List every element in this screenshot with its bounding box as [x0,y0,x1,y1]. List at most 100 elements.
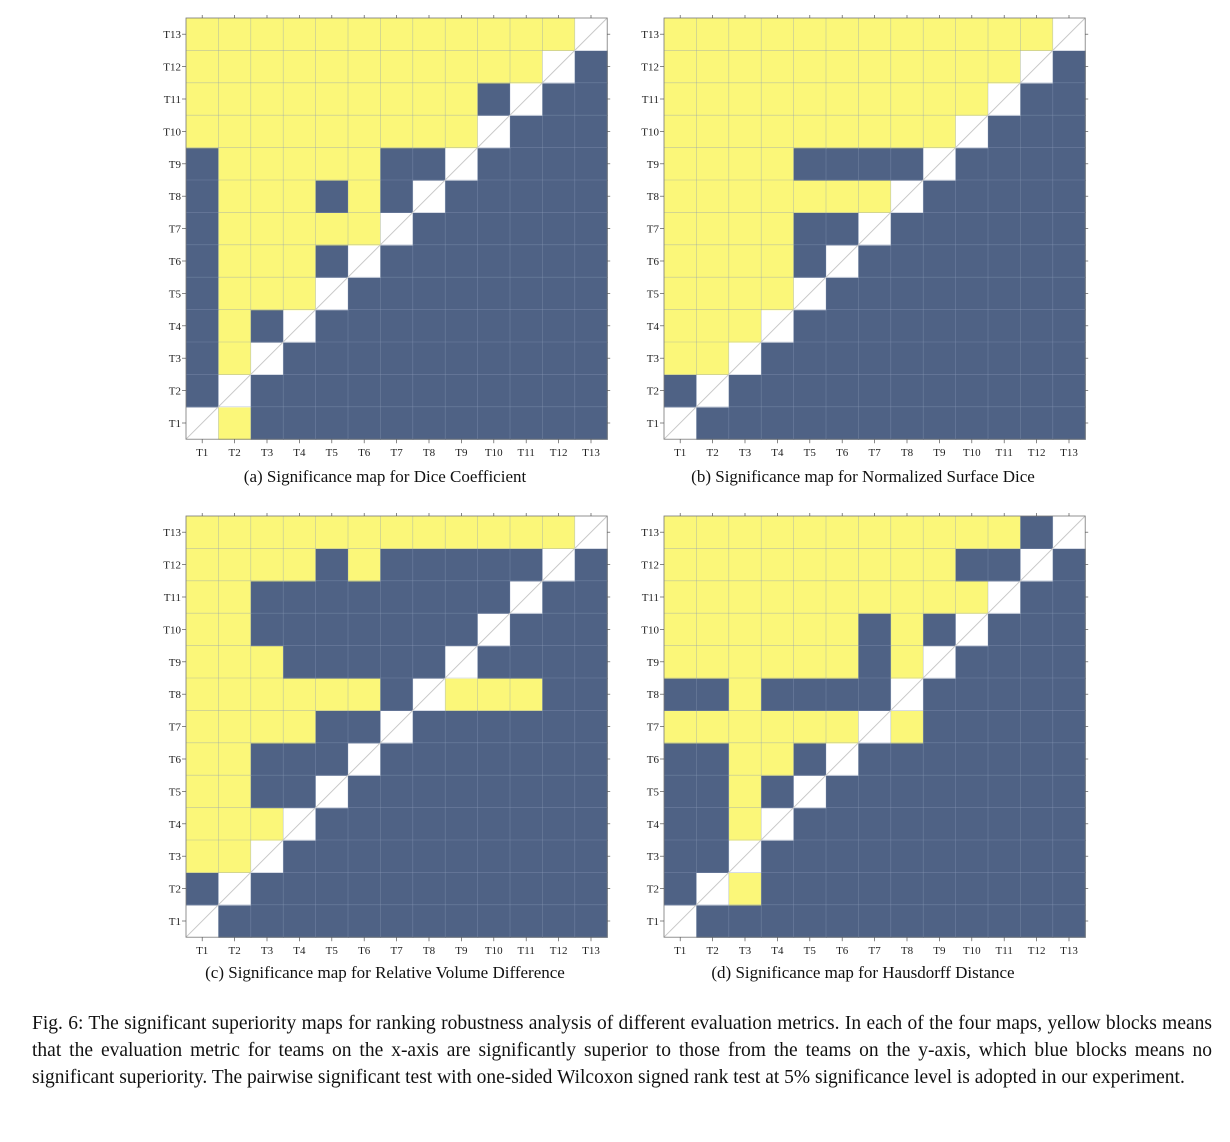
non-significant-cell [955,180,989,213]
non-significant-cell [988,342,1021,375]
non-significant-cell [1052,580,1086,614]
non-significant-cell [793,840,827,873]
non-significant-cell [218,904,252,938]
significant-cell [793,613,827,647]
non-significant-cell [1052,50,1086,84]
significant-cell [445,50,479,84]
significant-cell [348,82,381,116]
non-significant-cell [477,309,511,343]
significance-map-rvd: T1 T2 T3 T4 T5 T6 T7 T8 T9 T10 T11 T12 T13 T1 T2 T3 T4 T5… [160,508,620,957]
significant-cell [761,277,795,311]
non-significant-cell [250,374,284,408]
non-significant-cell [283,613,317,647]
non-significant-cell [988,548,1021,582]
y-tick-label: T13 [641,527,659,539]
significant-cell [761,18,795,51]
non-significant-cell [542,645,576,679]
non-significant-cell [412,742,446,776]
non-significant-cell [1052,115,1086,149]
significant-cell [696,516,730,549]
non-significant-cell [380,342,414,375]
non-significant-cell [858,244,892,278]
significant-cell [315,18,349,51]
x-tick-label: T9 [455,945,468,957]
non-significant-cell [477,212,511,246]
non-significant-cell [923,212,957,246]
significant-cell [186,645,219,679]
significant-cell [542,18,576,51]
non-significant-cell [186,180,219,213]
significant-cell [793,645,827,679]
significant-cell [664,147,697,181]
significant-cell [445,18,479,51]
non-significant-cell [858,742,892,776]
non-significant-cell [923,613,957,647]
significant-cell [696,580,730,614]
non-significant-cell [1052,82,1086,116]
non-significant-cell [250,406,284,440]
significant-cell [696,147,730,181]
non-significant-cell [793,872,827,906]
non-significant-cell [793,406,827,440]
significant-cell [728,742,762,776]
significant-cell [696,342,730,375]
non-significant-cell [761,342,795,375]
significant-cell [250,277,284,311]
non-significant-cell [826,374,859,408]
non-significant-cell [574,904,608,938]
significant-cell [348,18,381,51]
significant-cell [890,710,924,744]
y-tick-label: T4 [647,819,660,831]
significant-cell [728,580,762,614]
significant-cell [696,180,730,213]
non-significant-cell [826,807,859,841]
heatmap-cells [664,516,1086,938]
subfigure-caption-d: (d) Significance map for Hausdorff Dista… [711,963,1015,982]
non-significant-cell [664,872,697,906]
x-tick-label: T12 [550,447,568,459]
x-tick-label: T11 [518,447,535,459]
diagonal-line [185,17,608,440]
y-tick-label: T10 [641,624,659,636]
x-tick-label: T11 [996,447,1013,459]
non-significant-cell [826,872,859,906]
significant-cell [696,212,730,246]
significant-cell [923,516,957,549]
significant-cell [218,115,252,149]
non-significant-cell [1052,710,1086,744]
non-significant-cell [510,807,543,841]
significance-map-nsd: T1 T2 T3 T4 T5 T6 T7 T8 T9 T10 T11 T12 T13 T1 T2 T3 T4 T5… [638,10,1098,459]
non-significant-cell [315,580,349,614]
non-significant-cell [283,840,317,873]
x-tick-label: T4 [293,447,306,459]
non-significant-cell [923,840,957,873]
non-significant-cell [380,147,414,181]
non-significant-cell [955,904,989,938]
non-significant-cell [445,406,479,440]
non-significant-cell [477,775,511,809]
non-significant-cell [250,309,284,343]
significant-cell [890,516,924,549]
x-tick-label: T10 [963,945,981,957]
non-significant-cell [315,244,349,278]
x-tick-label: T9 [933,945,946,957]
non-significant-cell [696,742,730,776]
significant-cell [955,50,989,84]
significant-cell [315,115,349,149]
significant-cell [793,710,827,744]
non-significant-cell [890,277,924,311]
non-significant-cell [315,309,349,343]
non-significant-cell [542,374,576,408]
non-significant-cell [542,115,576,149]
non-significant-cell [761,904,795,938]
x-tick-label: T2 [706,447,718,459]
non-significant-cell [380,840,414,873]
non-significant-cell [1052,807,1086,841]
non-significant-cell [988,147,1021,181]
non-significant-cell [955,147,989,181]
significant-cell [186,50,219,84]
non-significant-cell [186,872,219,906]
non-significant-cell [477,180,511,213]
non-significant-cell [890,212,924,246]
non-significant-cell [574,613,608,647]
